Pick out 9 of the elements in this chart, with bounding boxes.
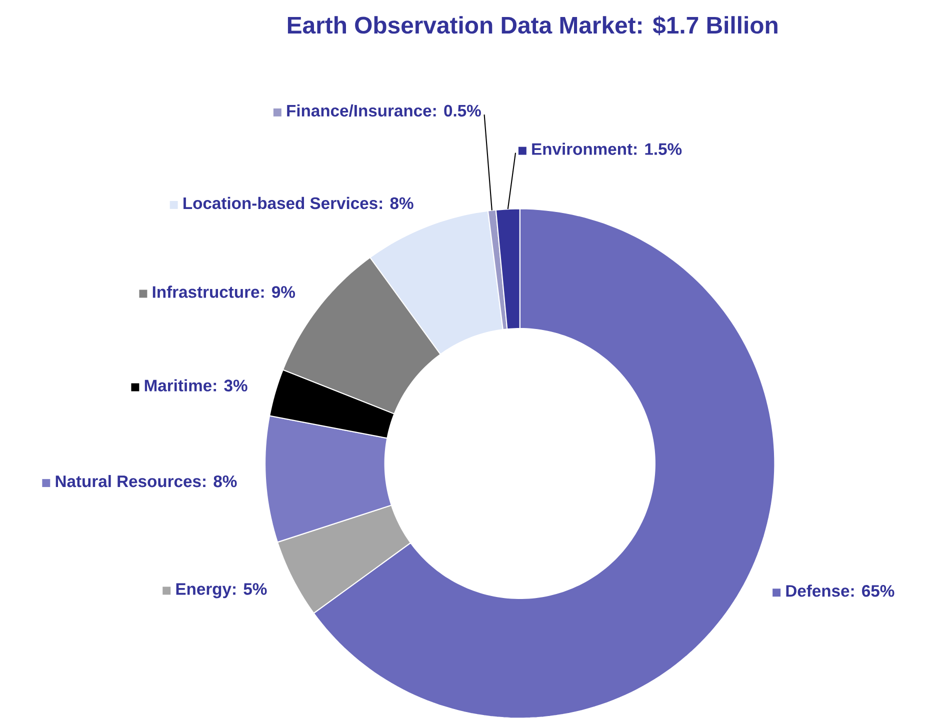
legend-label: Energy: 5%	[176, 583, 267, 598]
legend-label: Finance/Insurance: 0.5%	[287, 104, 481, 117]
legend-label: Defense: 65%	[786, 584, 894, 597]
legend-label: Infrastructure: 9%	[152, 286, 295, 298]
legend-label: Environment: 1.5%	[532, 142, 682, 155]
legend-label: Maritime: 3%	[144, 379, 248, 392]
legend-label: Location-based Services: 8%	[184, 196, 414, 210]
legend-label: Natural Resources: 8%	[56, 474, 237, 488]
chart-title: Earth Observation Data Market: $1.7 Billion	[288, 16, 778, 36]
